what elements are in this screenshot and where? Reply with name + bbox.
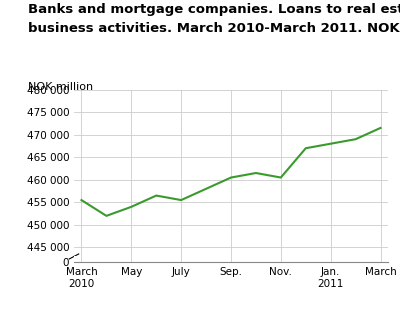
- Text: Banks and mortgage companies. Loans to real estate, renting and: Banks and mortgage companies. Loans to r…: [28, 3, 400, 16]
- Text: business activities. March 2010-March 2011. NOK million: business activities. March 2010-March 20…: [28, 22, 400, 36]
- Text: NOK million: NOK million: [28, 82, 93, 92]
